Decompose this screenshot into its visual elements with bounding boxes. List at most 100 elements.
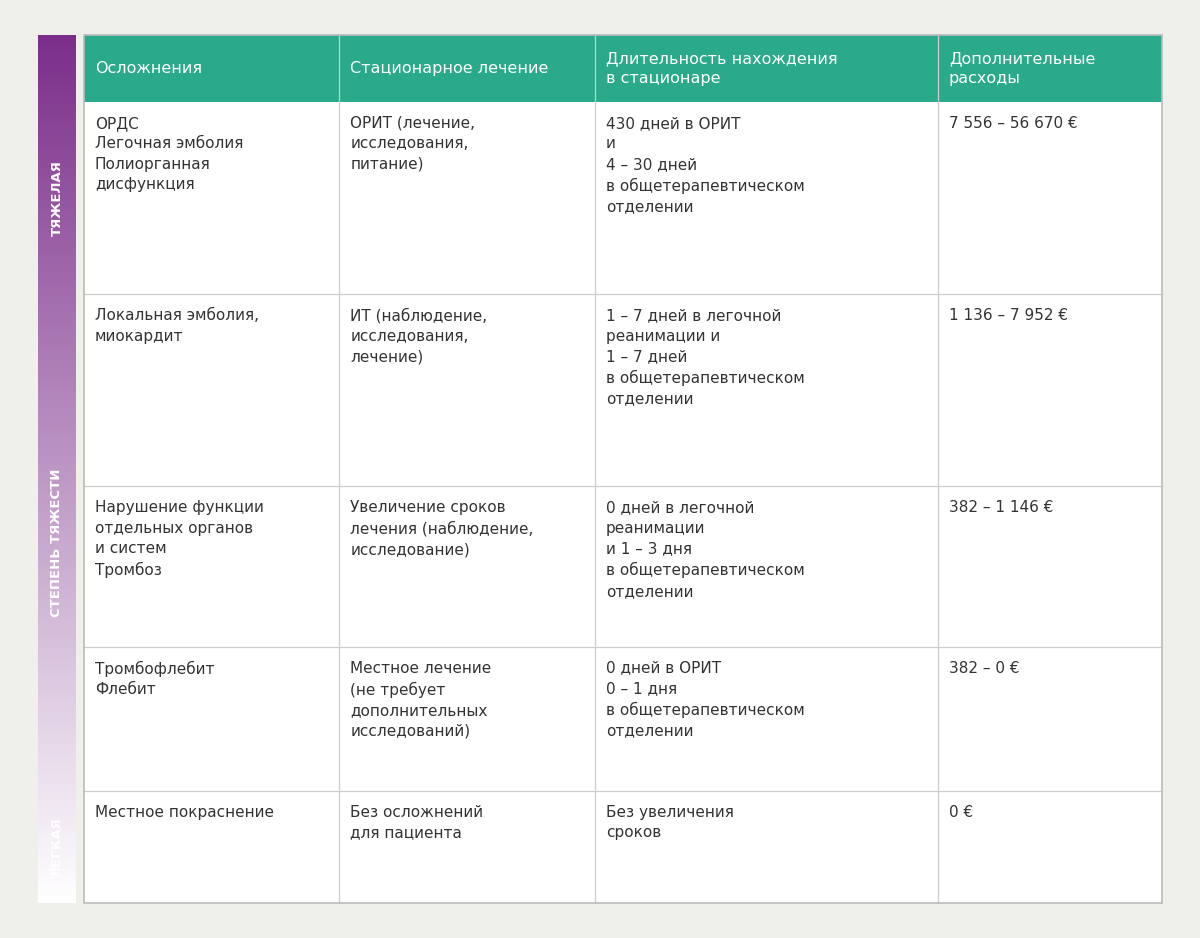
Bar bbox=[38, 706, 76, 710]
Bar bbox=[38, 344, 76, 348]
Bar bbox=[38, 341, 76, 345]
Bar bbox=[38, 72, 76, 76]
Bar bbox=[38, 154, 76, 157]
Bar bbox=[38, 840, 76, 842]
Text: 1 – 7 дней в легочной
реанимации и
1 – 7 дней
в общетерапевтическом
отделении: 1 – 7 дней в легочной реанимации и 1 – 7… bbox=[606, 309, 805, 406]
Bar bbox=[38, 527, 76, 530]
Bar bbox=[595, 102, 937, 295]
Bar bbox=[38, 269, 76, 273]
Bar bbox=[84, 35, 1162, 903]
Bar bbox=[38, 784, 76, 788]
Bar bbox=[38, 397, 76, 401]
Bar bbox=[38, 250, 76, 252]
Bar bbox=[38, 416, 76, 420]
Bar bbox=[38, 723, 76, 727]
Bar bbox=[38, 686, 76, 689]
Text: Локальная эмболия,
миокардит: Локальная эмболия, миокардит bbox=[95, 309, 259, 344]
Bar bbox=[340, 35, 595, 102]
Bar bbox=[38, 339, 76, 342]
Text: ОРИТ (лечение,
исследования,
питание): ОРИТ (лечение, исследования, питание) bbox=[350, 116, 475, 172]
Bar bbox=[595, 35, 937, 102]
Bar bbox=[38, 622, 76, 626]
Bar bbox=[38, 498, 76, 501]
Bar bbox=[38, 779, 76, 782]
Bar bbox=[38, 594, 76, 597]
Bar bbox=[38, 448, 76, 452]
Bar bbox=[38, 611, 76, 614]
Bar bbox=[340, 487, 595, 646]
Bar bbox=[38, 376, 76, 380]
Bar bbox=[38, 854, 76, 857]
Bar bbox=[38, 541, 76, 545]
Bar bbox=[38, 434, 76, 438]
Bar bbox=[38, 336, 76, 340]
Bar bbox=[38, 223, 76, 226]
Bar bbox=[38, 871, 76, 874]
Bar bbox=[38, 463, 76, 466]
Bar bbox=[84, 487, 340, 646]
Bar bbox=[340, 791, 595, 903]
Bar bbox=[38, 805, 76, 808]
Text: Нарушение функции
отдельных органов
и систем
Тромбоз: Нарушение функции отдельных органов и си… bbox=[95, 501, 264, 579]
Bar bbox=[340, 295, 595, 487]
Bar bbox=[38, 35, 76, 38]
Bar bbox=[38, 504, 76, 507]
Text: 0 дней в легочной
реанимации
и 1 – 3 дня
в общетерапевтическом
отделении: 0 дней в легочной реанимации и 1 – 3 дня… bbox=[606, 501, 805, 598]
Bar bbox=[38, 509, 76, 513]
Bar bbox=[38, 501, 76, 505]
Bar bbox=[38, 634, 76, 637]
Text: 430 дней в ОРИТ
и
4 – 30 дней
в общетерапевтическом
отделении: 430 дней в ОРИТ и 4 – 30 дней в общетера… bbox=[606, 116, 805, 214]
Bar bbox=[38, 319, 76, 322]
Bar bbox=[38, 869, 76, 871]
Bar bbox=[38, 446, 76, 449]
Bar bbox=[38, 579, 76, 582]
Bar bbox=[937, 646, 1162, 791]
Bar bbox=[38, 113, 76, 116]
Bar bbox=[38, 666, 76, 669]
Bar bbox=[38, 645, 76, 649]
Bar bbox=[38, 290, 76, 293]
Bar bbox=[38, 229, 76, 233]
Bar bbox=[38, 55, 76, 59]
Bar bbox=[38, 825, 76, 828]
Bar bbox=[38, 174, 76, 177]
Bar bbox=[38, 440, 76, 444]
Bar bbox=[38, 136, 76, 140]
Bar bbox=[38, 518, 76, 522]
Bar bbox=[38, 874, 76, 877]
Bar bbox=[38, 316, 76, 319]
Bar bbox=[38, 602, 76, 606]
Bar bbox=[38, 683, 76, 687]
Bar bbox=[38, 278, 76, 281]
Bar bbox=[38, 660, 76, 663]
Bar bbox=[38, 654, 76, 658]
Text: Дополнительные
расходы: Дополнительные расходы bbox=[949, 52, 1096, 85]
Bar bbox=[38, 709, 76, 713]
Bar bbox=[38, 863, 76, 866]
Bar bbox=[38, 859, 76, 863]
Bar bbox=[38, 145, 76, 148]
Bar bbox=[38, 669, 76, 672]
Bar bbox=[38, 469, 76, 473]
Bar bbox=[38, 101, 76, 105]
Bar bbox=[38, 64, 76, 68]
Text: Увеличение сроков
лечения (наблюдение,
исследование): Увеличение сроков лечения (наблюдение, и… bbox=[350, 501, 534, 557]
Bar bbox=[38, 477, 76, 481]
Bar bbox=[38, 677, 76, 681]
Bar bbox=[38, 104, 76, 108]
Bar bbox=[38, 515, 76, 519]
Bar bbox=[38, 451, 76, 455]
Bar bbox=[38, 796, 76, 799]
Bar bbox=[38, 275, 76, 279]
Bar bbox=[38, 75, 76, 79]
Bar bbox=[38, 770, 76, 773]
Bar bbox=[38, 856, 76, 860]
Bar bbox=[38, 183, 76, 186]
Bar bbox=[38, 813, 76, 817]
Bar bbox=[38, 562, 76, 565]
Bar bbox=[38, 96, 76, 99]
Bar bbox=[38, 695, 76, 698]
Bar bbox=[38, 402, 76, 406]
Bar bbox=[38, 50, 76, 53]
Bar bbox=[38, 880, 76, 884]
